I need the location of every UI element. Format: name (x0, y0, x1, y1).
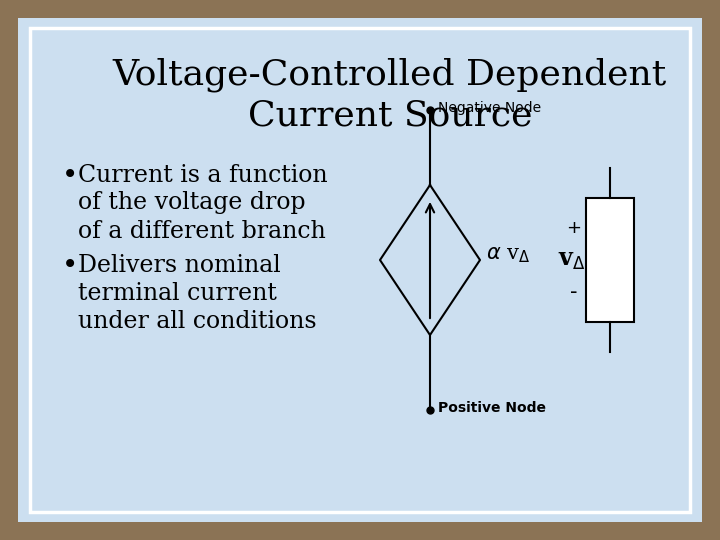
Text: of a different branch: of a different branch (78, 219, 325, 242)
Text: •: • (62, 251, 78, 279)
Text: under all conditions: under all conditions (78, 309, 317, 333)
Bar (30, 28, 690, 512)
Text: Delivers nominal: Delivers nominal (78, 253, 281, 276)
Text: Current Source: Current Source (248, 98, 532, 132)
Text: Negative Node: Negative Node (438, 101, 541, 115)
Text: of the voltage drop: of the voltage drop (78, 192, 305, 214)
Text: Current is a function: Current is a function (78, 164, 328, 186)
Text: +: + (567, 219, 582, 237)
Text: terminal current: terminal current (78, 281, 277, 305)
Text: v$_\Delta$: v$_\Delta$ (558, 248, 586, 272)
Text: $\alpha$ v$_\Delta$: $\alpha$ v$_\Delta$ (486, 245, 531, 265)
Bar (586, 198, 634, 322)
Text: -: - (570, 282, 577, 302)
Text: Positive Node: Positive Node (438, 401, 546, 415)
Text: Voltage-Controlled Dependent: Voltage-Controlled Dependent (113, 58, 667, 92)
Text: •: • (62, 161, 78, 189)
